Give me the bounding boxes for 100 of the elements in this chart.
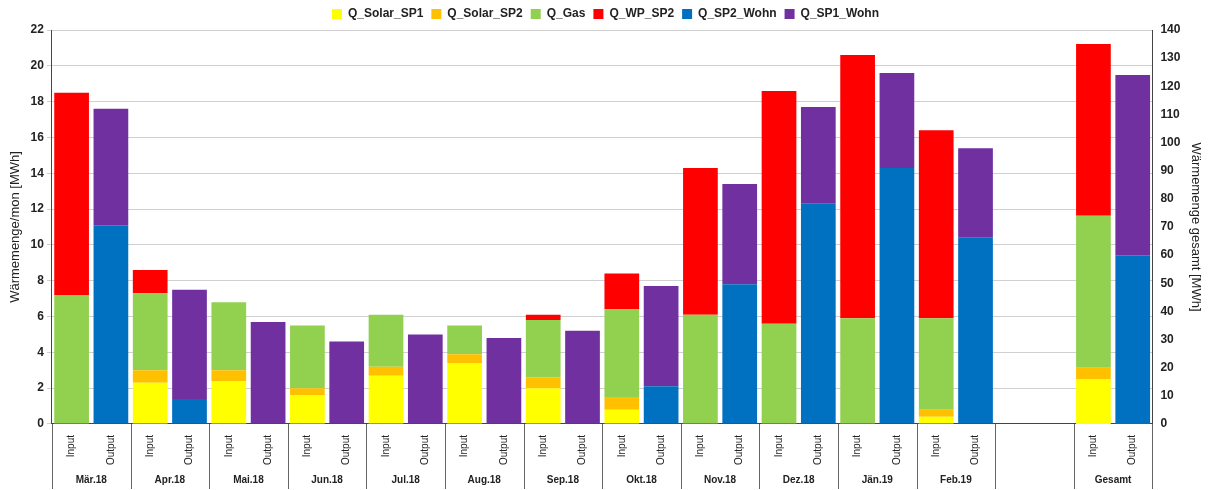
x-tick-label: Input [929, 434, 941, 458]
legend-label: Q_Gas [546, 6, 586, 21]
bar [683, 314, 718, 424]
x-tick-label: Output [890, 434, 902, 466]
bar [132, 293, 168, 371]
bar [486, 338, 522, 424]
y2-tick-label: 140 [1160, 22, 1181, 37]
text: Gesamt [1094, 473, 1133, 485]
bar [918, 318, 954, 410]
bar [407, 334, 443, 424]
y-tick-label: 18 [30, 93, 45, 108]
bar [447, 325, 482, 355]
text: Jul.18 [391, 473, 421, 485]
y2-tick-label: 110 [1160, 106, 1181, 121]
bar [250, 321, 286, 424]
bar [290, 388, 325, 396]
bar [761, 323, 797, 424]
y-tick-label: 4 [37, 344, 45, 359]
bar [93, 108, 129, 226]
bar [565, 330, 600, 424]
text: Dez.18 [782, 473, 815, 485]
y-tick-label: 12 [30, 201, 45, 216]
bar [840, 55, 875, 319]
bar [172, 398, 207, 424]
x-tick-label: Input [458, 434, 470, 458]
bar [604, 397, 640, 410]
bar [132, 370, 168, 383]
legend-label: Q_Solar_SP2 [447, 6, 524, 21]
bar [879, 72, 915, 168]
x-tick-label: Input [301, 434, 313, 458]
text: Okt.18 [626, 473, 658, 485]
y2-tick-label: 70 [1160, 219, 1175, 234]
x-tick-label: Output [261, 434, 273, 466]
bar [211, 302, 247, 371]
x-tick-label: Output [812, 434, 824, 466]
text: Jän.19 [861, 473, 894, 485]
bar [958, 237, 993, 424]
x-tick-label: Output [969, 434, 981, 466]
y2-tick-label: 0 [1160, 416, 1168, 431]
y2-tick-label: 90 [1160, 163, 1175, 178]
x-tick-label: Output [340, 434, 352, 466]
legend-label: Q_SP2_Wohn [698, 6, 777, 21]
bar [800, 107, 836, 204]
bar [525, 320, 561, 378]
x-tick-label: Output [104, 434, 116, 466]
y2-axis-title: Wärmemenge gesamt [MWh] [1188, 142, 1204, 312]
bar [958, 148, 993, 238]
y2-tick-label: 30 [1160, 331, 1175, 346]
bar [172, 289, 207, 399]
x-tick-label: Output [1126, 434, 1138, 466]
bar [132, 382, 168, 424]
x-tick-label: Input [379, 434, 391, 458]
bar [722, 184, 758, 285]
y-tick-label: 14 [30, 165, 45, 180]
bar [722, 284, 758, 424]
bar [447, 354, 482, 364]
bar [840, 318, 875, 424]
bar [800, 203, 836, 424]
x-tick-label: Output [654, 434, 666, 466]
y-tick-label: 0 [37, 416, 45, 431]
bar [93, 225, 129, 424]
bar [643, 386, 679, 424]
bar [683, 167, 718, 315]
y2-tick-label: 130 [1160, 50, 1181, 65]
bar [368, 366, 404, 376]
x-tick-label: Input [222, 434, 234, 458]
y-tick-label: 10 [30, 237, 45, 252]
text: Aug.18 [467, 473, 502, 485]
x-tick-label: Output [576, 434, 588, 466]
y-tick-label: 6 [37, 308, 45, 323]
bar [447, 363, 482, 424]
x-tick-label: Input [1087, 434, 1099, 458]
x-tick-label: Input [536, 434, 548, 458]
y2-tick-label: 80 [1160, 191, 1175, 206]
y2-tick-label: 60 [1160, 247, 1175, 262]
text: Apr.18 [154, 473, 186, 485]
x-tick-label: Input [615, 434, 627, 458]
bar [879, 167, 915, 424]
bar [368, 375, 404, 424]
bar [604, 273, 640, 310]
bar [54, 92, 89, 296]
y-tick-label: 16 [30, 129, 45, 144]
y2-tick-label: 40 [1160, 303, 1175, 318]
bar [525, 388, 561, 424]
bar [918, 416, 954, 424]
legend-label: Q_WP_SP2 [609, 6, 675, 21]
text: Mai.18 [233, 473, 265, 485]
text: Mär.18 [75, 473, 108, 485]
bar [290, 395, 325, 424]
y-axis-title: Wärmemenge/mon [MWh] [7, 151, 23, 303]
bar [290, 325, 325, 389]
y2-tick-label: 10 [1160, 388, 1175, 403]
bar [211, 381, 247, 424]
y-tick-label: 20 [30, 58, 45, 73]
bar [918, 130, 954, 319]
y-tick-label: 22 [30, 22, 45, 37]
y-tick-label: 2 [37, 380, 45, 395]
x-tick-label: Output [183, 434, 195, 466]
bar [604, 309, 640, 398]
bar [761, 90, 797, 324]
